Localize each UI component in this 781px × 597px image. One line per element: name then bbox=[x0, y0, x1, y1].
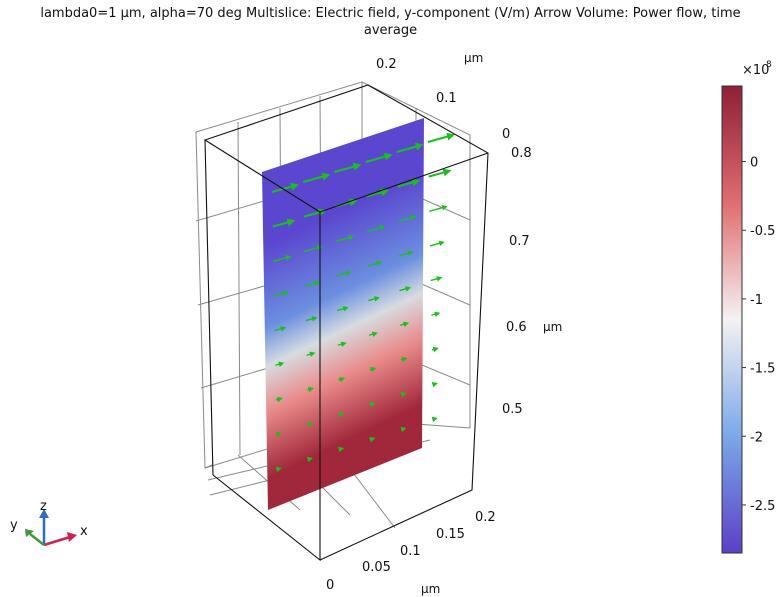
power-flow-arrow bbox=[399, 321, 410, 327]
power-flow-arrow bbox=[428, 168, 452, 178]
triad-x-arrowhead bbox=[67, 532, 77, 542]
triad-z-label: z bbox=[40, 499, 47, 514]
x-tick-0.05: 0.05 bbox=[362, 560, 391, 575]
power-flow-arrow bbox=[429, 205, 448, 212]
triad-y-axis bbox=[29, 533, 45, 546]
x-tick-0.1: 0.1 bbox=[400, 544, 421, 559]
colorbar-tick-label: -2.5 bbox=[750, 499, 775, 514]
power-flow-arrow bbox=[367, 260, 383, 267]
triad-y-label: y bbox=[10, 518, 18, 533]
triad-y-arrowhead bbox=[25, 529, 34, 537]
power-flow-arrow bbox=[271, 182, 299, 193]
y-tick-0.2: 0.2 bbox=[376, 57, 397, 72]
power-flow-arrow bbox=[273, 255, 292, 262]
power-flow-arrow bbox=[396, 142, 424, 153]
colorbar-tick-label: -1 bbox=[750, 293, 763, 308]
colorbar: ×10 8 0 -0.5 -1 -1.5 -2 -2.5 bbox=[721, 60, 775, 554]
power-flow-arrow bbox=[431, 416, 438, 423]
power-flow-arrow bbox=[365, 152, 393, 163]
power-flow-arrow bbox=[368, 296, 380, 302]
power-flow-arrow bbox=[273, 290, 289, 297]
z-tick-0.8: 0.8 bbox=[511, 146, 532, 161]
y-axis-ticks: 0.2 0.1 0 µm bbox=[376, 51, 510, 142]
power-flow-arrow bbox=[400, 356, 408, 363]
power-flow-arrow bbox=[338, 411, 345, 418]
power-flow-arrow bbox=[275, 466, 282, 473]
power-flow-arrow bbox=[336, 306, 349, 312]
power-flow-arrow bbox=[369, 401, 376, 408]
power-flow-arrow bbox=[304, 245, 323, 252]
power-flow-arrow bbox=[305, 316, 318, 322]
colorbar-ticks: 0 -0.5 -1 -1.5 -2 -2.5 bbox=[742, 156, 775, 514]
power-flow-arrow bbox=[275, 361, 285, 367]
triad-x-axis bbox=[43, 535, 71, 547]
colorbar-tick-label: -0.5 bbox=[750, 224, 775, 239]
y-axis-label: µm bbox=[464, 51, 483, 65]
colorbar-tick-label: -2 bbox=[750, 430, 763, 445]
power-flow-arrows bbox=[271, 132, 455, 473]
power-flow-arrow bbox=[429, 240, 445, 247]
power-flow-arrow bbox=[369, 366, 377, 373]
power-flow-arrow bbox=[306, 421, 314, 428]
y-tick-0.1: 0.1 bbox=[436, 91, 457, 106]
y-tick-0: 0 bbox=[502, 127, 510, 142]
power-flow-arrow bbox=[400, 426, 407, 433]
triad-x-label: x bbox=[80, 524, 88, 539]
power-flow-arrow bbox=[335, 235, 354, 242]
power-flow-arrow bbox=[366, 225, 386, 232]
power-flow-arrow bbox=[399, 286, 412, 292]
field-slice bbox=[262, 118, 424, 510]
x-tick-0.2: 0.2 bbox=[475, 510, 496, 525]
x-axis-label: µm bbox=[421, 582, 440, 596]
power-flow-arrow bbox=[306, 456, 313, 463]
x-axis-ticks: 0 0.05 0.1 0.15 0.2 µm bbox=[326, 510, 496, 596]
power-flow-arrow bbox=[338, 446, 345, 453]
power-flow-arrow bbox=[427, 132, 455, 143]
power-flow-arrow bbox=[430, 276, 443, 282]
x-tick-0: 0 bbox=[326, 578, 334, 593]
z-tick-0.6: 0.6 bbox=[506, 320, 527, 335]
power-flow-arrow bbox=[307, 386, 314, 393]
z-axis-label: µm bbox=[543, 320, 562, 334]
power-flow-arrow bbox=[275, 396, 283, 403]
power-flow-arrow bbox=[337, 341, 347, 347]
colorbar-multiplier: ×10 bbox=[742, 63, 769, 78]
power-flow-arrow bbox=[431, 381, 438, 388]
power-flow-arrow bbox=[272, 218, 296, 228]
box-front-edges bbox=[204, 84, 489, 562]
power-flow-arrow bbox=[274, 326, 287, 332]
power-flow-arrow bbox=[368, 331, 378, 337]
power-flow-arrow bbox=[275, 431, 282, 438]
plot-title: lambda0=1 µm, alpha=70 deg Multislice: E… bbox=[40, 6, 741, 38]
power-flow-arrow bbox=[366, 188, 389, 198]
power-flow-arrow bbox=[302, 172, 331, 183]
triad-z-arrowhead bbox=[39, 509, 49, 518]
power-flow-arrow bbox=[397, 215, 417, 222]
power-flow-arrow bbox=[369, 436, 376, 443]
colorbar-tick-label: 0 bbox=[750, 156, 758, 171]
axis-triad: z x y bbox=[10, 499, 88, 547]
power-flow-arrow bbox=[305, 280, 320, 287]
z-tick-0.5: 0.5 bbox=[502, 402, 523, 417]
x-tick-0.15: 0.15 bbox=[436, 527, 465, 542]
power-flow-arrow bbox=[306, 351, 316, 357]
colorbar-exponent: 8 bbox=[766, 60, 772, 70]
power-flow-arrow bbox=[336, 270, 352, 277]
power-flow-arrow bbox=[338, 376, 346, 383]
power-flow-arrow bbox=[334, 162, 362, 173]
power-flow-arrow bbox=[397, 178, 421, 188]
z-axis-ticks: 0.8 0.7 0.6 0.5 µm bbox=[502, 146, 562, 417]
colorbar-gradient bbox=[721, 85, 743, 554]
z-tick-0.7: 0.7 bbox=[509, 234, 530, 249]
colorbar-tick-label: -1.5 bbox=[750, 362, 775, 377]
power-flow-arrow bbox=[398, 250, 414, 257]
power-flow-arrow bbox=[431, 311, 441, 317]
power-flow-arrow bbox=[431, 346, 439, 353]
power-flow-arrow bbox=[400, 391, 407, 398]
